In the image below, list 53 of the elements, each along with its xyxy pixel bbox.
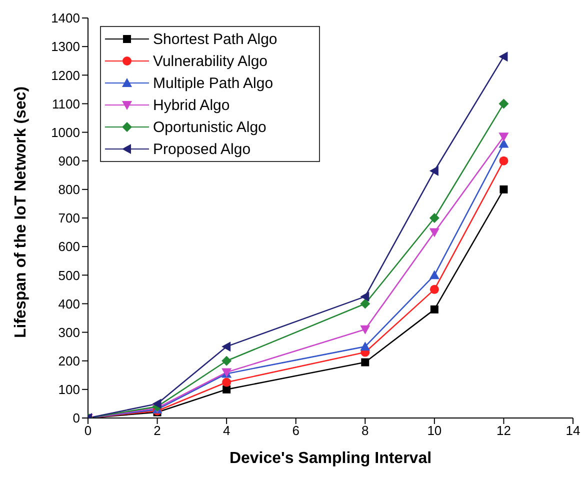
x-tick-label: 4 [222, 423, 230, 438]
x-tick-label: 14 [566, 423, 580, 438]
y-tick-label: 600 [58, 239, 80, 254]
x-tick-label: 8 [362, 423, 369, 438]
x-tick-label: 6 [292, 423, 300, 438]
point [222, 378, 232, 387]
point [498, 138, 509, 148]
legend-label: Hybrid Algo [153, 96, 230, 114]
point [222, 356, 232, 366]
point [222, 385, 231, 394]
point [498, 98, 509, 109]
y-tick-label: 1100 [52, 96, 80, 112]
x-axis-title: Device's Sampling Interval [229, 450, 432, 467]
legend-label: Oportunistic Algo [153, 118, 266, 136]
point [152, 398, 162, 409]
y-tick-label: 800 [58, 182, 80, 198]
point [360, 292, 370, 302]
y-tick-label: 1400 [51, 10, 80, 26]
x-tick-label: 0 [84, 423, 92, 438]
y-tick-label: 900 [58, 153, 80, 168]
point [360, 325, 370, 334]
y-tick-label: 200 [58, 353, 80, 368]
legend-label: Shortest Path Algo [153, 30, 278, 48]
x-tick-label: 10 [427, 423, 442, 438]
point [430, 305, 438, 314]
y-tick-label: 1300 [51, 39, 80, 54]
point [429, 270, 440, 280]
y-tick-label: 700 [58, 210, 80, 226]
y-tick-label: 100 [58, 382, 80, 398]
y-tick-label: 1000 [51, 124, 80, 140]
legend-label: Multiple Path Algo [153, 74, 274, 92]
point [361, 358, 370, 366]
point [430, 284, 439, 294]
y-axis-title: Lifespan of the IoT Network (sec) [12, 86, 30, 338]
point [498, 132, 509, 142]
point [222, 342, 231, 352]
y-tick-label: 400 [58, 296, 80, 312]
y-tick-label: 300 [58, 324, 80, 340]
point [429, 166, 438, 176]
x-tick-label: 12 [496, 423, 511, 438]
point [429, 228, 440, 238]
legend-label: Proposed Algo [153, 140, 251, 158]
point [499, 156, 508, 166]
point [360, 342, 370, 351]
point [360, 298, 370, 309]
point [429, 213, 440, 223]
x-tick-label: 2 [154, 423, 161, 438]
point [498, 52, 508, 62]
point [500, 185, 508, 194]
legend-label: Vulnerability Algo [153, 52, 268, 70]
y-tick-label: 1200 [51, 68, 80, 83]
y-tick-label: 0 [72, 410, 80, 426]
y-tick-label: 500 [58, 268, 80, 283]
